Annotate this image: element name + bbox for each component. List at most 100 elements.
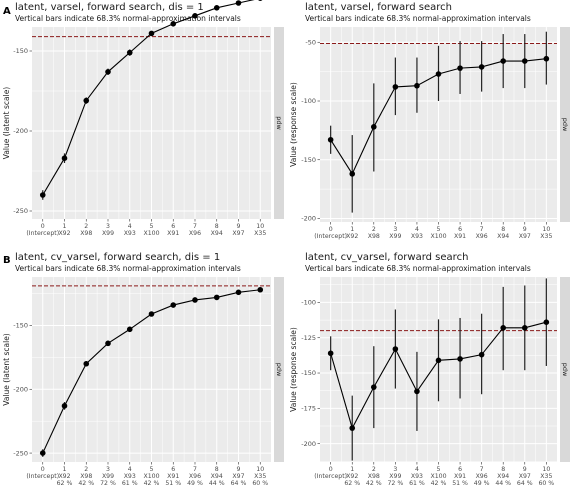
x-tick-label-predictor: X93: [124, 473, 136, 480]
x-tick-label-frequency: 64 %: [517, 480, 533, 487]
x-tick-label-predictor: X98: [80, 230, 92, 237]
data-point: [478, 64, 485, 70]
facet-strip: [274, 27, 284, 219]
x-tick-label-predictor: X35: [540, 233, 552, 240]
y-tick-label: -100: [301, 97, 316, 105]
y-tick-label: -200: [301, 215, 316, 223]
facet-strip: [560, 277, 570, 462]
x-tick-label-frequency: 51 %: [452, 480, 468, 487]
x-tick-label-predictor: X97: [232, 473, 244, 480]
data-point: [392, 346, 399, 352]
data-point: [543, 55, 550, 62]
x-tick-label: 6: [458, 226, 462, 233]
data-point: [500, 325, 507, 331]
y-tick-label: -150: [301, 369, 316, 377]
x-tick-label: 10: [256, 223, 264, 230]
data-point: [192, 297, 198, 303]
data-point: [521, 325, 528, 331]
x-tick-label-predictor: X96: [189, 473, 201, 480]
x-tick-label-predictor: X99: [389, 233, 401, 240]
x-tick-label: 5: [437, 466, 441, 473]
data-point: [170, 302, 177, 308]
x-tick-label-predictor: X97: [519, 473, 531, 480]
x-tick-label: 8: [215, 223, 219, 230]
x-tick-label-predictor: X91: [167, 473, 179, 480]
x-tick-label-predictor: X91: [454, 233, 466, 240]
data-point: [521, 58, 528, 64]
data-point: [414, 82, 420, 89]
x-tick-label-predictor: X94: [497, 233, 509, 240]
y-axis-label: Value (response scale): [289, 82, 298, 167]
x-tick-label: 3: [106, 466, 110, 473]
data-point: [543, 319, 550, 325]
x-tick-label: 3: [393, 466, 397, 473]
x-tick-label-predictor: X93: [124, 230, 136, 237]
data-point: [370, 124, 377, 130]
y-tick-label: -150: [13, 47, 28, 55]
x-tick-label-predictor: (Intercept): [26, 473, 59, 480]
y-axis-label: Value (response scale): [289, 327, 298, 412]
panel-latent-cv-varsel: latent, cv_varsel, forward search, dis =…: [2, 252, 284, 487]
x-tick-label: 4: [128, 223, 132, 230]
x-tick-label: 9: [523, 466, 527, 473]
data-point: [349, 171, 356, 177]
x-tick-label-predictor: X35: [540, 473, 552, 480]
panel-title: latent, varsel, forward search, dis = 1: [15, 2, 204, 13]
x-tick-label-frequency: 60 %: [538, 480, 554, 487]
data-point: [213, 5, 220, 11]
x-tick-label: 1: [350, 466, 354, 473]
y-tick-label: -50: [305, 38, 316, 46]
x-tick-label: 6: [458, 466, 462, 473]
data-point: [235, 0, 242, 6]
x-tick-label-predictor: X98: [368, 233, 380, 240]
data-point: [435, 357, 442, 364]
x-tick-label-predictor: X92: [58, 230, 70, 237]
x-tick-label-predictor: (Intercept): [314, 233, 347, 240]
x-tick-label-predictor: X100: [143, 230, 159, 237]
panel-title: latent, cv_varsel, forward search: [305, 252, 468, 263]
x-tick-label: 4: [415, 466, 419, 473]
x-tick-label-frequency: 44 %: [495, 480, 511, 487]
panel-subtitle: Vertical bars indicate 68.3% normal-appr…: [305, 14, 531, 23]
x-tick-label: 2: [372, 466, 376, 473]
x-tick-label: 3: [393, 226, 397, 233]
x-tick-label-predictor: X98: [368, 473, 380, 480]
data-point: [457, 65, 463, 71]
x-tick-label-frequency: 72 %: [100, 480, 116, 487]
x-tick-label: 5: [150, 466, 154, 473]
x-tick-label-predictor: X94: [497, 473, 509, 480]
x-tick-label: 10: [542, 466, 550, 473]
x-tick-label-predictor: X96: [189, 230, 201, 237]
x-tick-label: 1: [350, 226, 354, 233]
y-axis-label: Value (latent scale): [2, 333, 11, 406]
x-tick-label-predictor: (Intercept): [314, 473, 347, 480]
row-label-a: A: [3, 6, 11, 17]
x-tick-label: 6: [171, 223, 175, 230]
x-tick-label: 7: [193, 466, 197, 473]
x-tick-label-predictor: X91: [454, 473, 466, 480]
x-tick-label-predictor: X99: [102, 473, 114, 480]
x-tick-label: 7: [480, 226, 484, 233]
x-tick-label: 8: [501, 466, 505, 473]
data-point: [327, 350, 334, 357]
facet-strip-label: pdw: [275, 116, 283, 130]
x-tick-label-frequency: 61 %: [409, 480, 425, 487]
x-tick-label-frequency: 44 %: [209, 480, 225, 487]
panel-subtitle: Vertical bars indicate 68.3% normal-appr…: [15, 264, 241, 273]
x-tick-label-predictor: X97: [232, 230, 244, 237]
x-tick-label-predictor: (Intercept): [26, 230, 59, 237]
x-tick-label: 0: [41, 466, 45, 473]
y-tick-label: -200: [13, 385, 28, 393]
x-tick-label: 8: [501, 226, 505, 233]
data-point: [105, 69, 111, 75]
panel-response-cv-varsel: latent, cv_varsel, forward searchVertica…: [289, 252, 570, 487]
data-point: [126, 49, 133, 56]
x-tick-label: 9: [523, 226, 527, 233]
x-tick-label: 0: [329, 466, 333, 473]
data-point: [126, 326, 133, 333]
x-tick-label-predictor: X99: [102, 230, 114, 237]
x-tick-label-predictor: X94: [211, 473, 223, 480]
x-tick-label-frequency: 62 %: [57, 480, 73, 487]
